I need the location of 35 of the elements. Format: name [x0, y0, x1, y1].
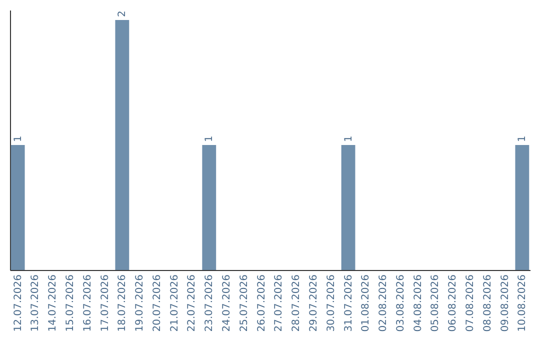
x-tick-label: 06.08.2026 — [448, 274, 459, 332]
x-tick-label: 20.07.2026 — [152, 274, 163, 332]
x-tick-label: 14.07.2026 — [48, 274, 59, 332]
x-tick-label: 03.08.2026 — [395, 274, 406, 332]
x-tick-label: 04.08.2026 — [412, 274, 424, 332]
x-tick-label: 22.07.2026 — [186, 274, 198, 332]
x-tick-label: 31.07.2026 — [343, 274, 354, 332]
x-tick-label: 21.07.2026 — [169, 274, 180, 332]
x-tick-label: 13.07.2026 — [30, 274, 42, 332]
x-tick-label: 08.08.2026 — [482, 274, 494, 332]
x-tick-label: 19.07.2026 — [134, 274, 146, 332]
x-tick-label: 05.08.2026 — [430, 274, 442, 332]
data-label: 1 — [343, 136, 354, 142]
data-label: 1 — [204, 136, 216, 142]
x-tick-label: 30.07.2026 — [326, 274, 337, 332]
x-tick-label: 26.07.2026 — [256, 274, 268, 332]
x-tick-label: 25.07.2026 — [238, 274, 250, 332]
x-tick-label: 10.08.2026 — [517, 274, 528, 332]
x-tick-label: 12.07.2026 — [12, 274, 24, 332]
x-tick-label: 15.07.2026 — [65, 274, 76, 332]
x-tick-label: 23.07.2026 — [204, 274, 216, 332]
x-tick-label: 07.08.2026 — [465, 274, 476, 332]
data-label: 1 — [12, 136, 24, 142]
data-label: 1 — [517, 136, 528, 142]
x-tick-label: 01.08.2026 — [360, 274, 372, 332]
x-tick-label: 17.07.2026 — [100, 274, 111, 332]
x-tick-label: 29.07.2026 — [308, 274, 320, 332]
data-label: 2 — [117, 10, 128, 17]
x-tick-label: 28.07.2026 — [291, 274, 302, 332]
x-tick-label: 16.07.2026 — [82, 274, 94, 332]
x-tick-label: 09.08.2026 — [500, 274, 511, 332]
x-tick-label: 02.08.2026 — [378, 274, 390, 332]
x-tick-label: 24.07.2026 — [222, 274, 233, 332]
x-tick-label: 27.07.2026 — [274, 274, 285, 332]
x-tick-label: 18.07.2026 — [117, 274, 128, 332]
